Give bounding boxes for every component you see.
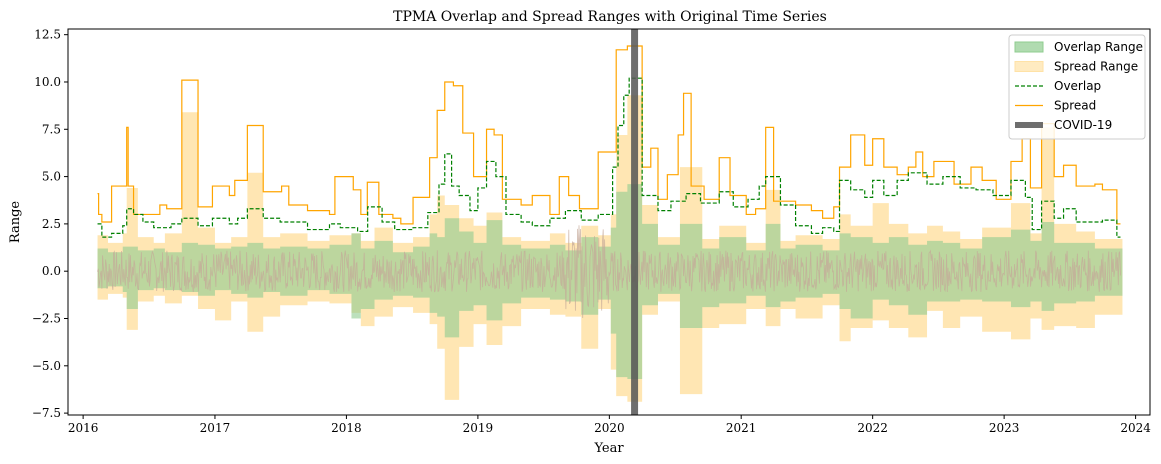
legend-item: Overlap Range [1014, 40, 1143, 54]
legend-item: Spread [1015, 99, 1096, 113]
plot-frame [67, 28, 1151, 416]
legend-swatch [1014, 41, 1044, 53]
y-tick-label: 0.0 [42, 264, 61, 278]
x-axis-label: Year [593, 441, 624, 456]
axes: 2016 2017 2018 2019 2020 2021 2022 2023 2024 −7.5… [32, 28, 1151, 435]
x-tick-label: 2019 [463, 421, 494, 435]
y-tick-label: −2.5 [32, 312, 61, 326]
y-tick-label: 7.5 [42, 122, 61, 136]
legend-item: Overlap [1015, 79, 1101, 93]
legend-label: COVID-19 [1054, 118, 1112, 132]
y-tick-label: 10.0 [34, 75, 61, 89]
legend-swatch [1014, 61, 1044, 72]
spread-line [97, 45, 1121, 225]
legend-item: Spread Range [1014, 60, 1138, 74]
y-tick-label: −5.0 [32, 359, 61, 373]
x-tick-label: 2018 [331, 421, 362, 435]
legend-item: COVID-19 [1015, 118, 1112, 132]
original-series-texture [97, 225, 1121, 319]
x-tick-label: 2024 [1120, 421, 1151, 435]
legend-label: Overlap [1054, 79, 1101, 93]
chart-title: TPMA Overlap and Spread Ranges with Orig… [393, 9, 827, 25]
plot-area [97, 29, 1123, 415]
legend-label: Spread Range [1054, 60, 1138, 74]
overlap-line [97, 77, 1121, 238]
y-tick-label: 5.0 [42, 170, 61, 184]
legend-label: Overlap Range [1054, 40, 1143, 54]
y-tick-label: 2.5 [42, 217, 61, 231]
y-tick-label: −7.5 [32, 406, 61, 420]
x-tick-label: 2021 [726, 421, 757, 435]
overlap-range-band [97, 184, 1123, 380]
y-tick-label: 12.5 [34, 28, 61, 42]
x-tick-label: 2017 [200, 421, 231, 435]
x-tick-label: 2023 [989, 421, 1020, 435]
legend-label: Spread [1054, 99, 1096, 113]
x-tick-label: 2022 [857, 421, 888, 435]
x-tick-label: 2016 [68, 421, 99, 435]
x-tick-label: 2020 [594, 421, 625, 435]
y-axis-label: Range [8, 201, 23, 244]
legend: Overlap Range Spread Range Overlap Spread CO… [1008, 34, 1146, 140]
